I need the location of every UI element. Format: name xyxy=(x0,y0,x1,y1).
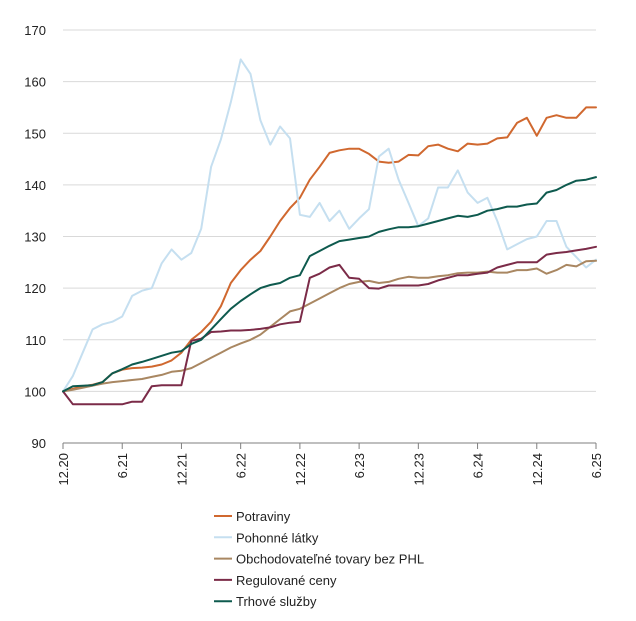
legend-item: Trhové služby xyxy=(214,594,317,609)
series-line-2 xyxy=(62,259,597,393)
x-tick-label: 6.24 xyxy=(471,453,486,478)
legend-label: Obchodovateľné tovary bez PHL xyxy=(236,552,424,567)
y-tick-label: 160 xyxy=(24,75,46,90)
legend-label: Pohonné látky xyxy=(236,530,319,545)
legend-label: Potraviny xyxy=(236,509,291,524)
x-tick-label: 6.22 xyxy=(234,453,249,478)
x-tick-label: 6.21 xyxy=(115,453,130,478)
y-axis-ticks: 90 100 110 120 130 140 150 160 170 xyxy=(24,23,46,451)
x-tick-label: 12.23 xyxy=(411,453,426,486)
legend-label: Regulované ceny xyxy=(236,573,337,588)
series-lines xyxy=(62,58,597,406)
x-tick-label: 12.24 xyxy=(530,453,545,486)
y-tick-label: 90 xyxy=(32,436,46,451)
y-tick-label: 100 xyxy=(24,384,46,399)
series-line-3 xyxy=(62,245,597,406)
legend-item: Regulované ceny xyxy=(214,573,337,588)
series-line-0 xyxy=(62,106,597,393)
x-tick-label: 12.21 xyxy=(174,453,189,486)
y-tick-label: 170 xyxy=(24,23,46,38)
x-tick-label: 12.22 xyxy=(293,453,308,486)
x-tick-label: 6.25 xyxy=(589,453,604,478)
y-tick-label: 110 xyxy=(25,333,46,348)
legend-item: Obchodovateľné tovary bez PHL xyxy=(214,552,424,567)
x-axis: 12.20 6.21 12.21 6.22 12.22 6.23 12.23 6.24 12.2… xyxy=(56,442,604,486)
gridlines xyxy=(63,29,596,392)
legend-item: Pohonné látky xyxy=(214,530,319,545)
legend: Potraviny Pohonné látky Obchodovateľné tov… xyxy=(214,509,424,609)
legend-label: Trhové služby xyxy=(236,594,317,609)
legend-item: Potraviny xyxy=(214,509,291,524)
y-tick-label: 130 xyxy=(24,230,46,245)
series-line-4 xyxy=(62,176,597,393)
series-line-1 xyxy=(62,58,597,393)
y-tick-label: 140 xyxy=(24,178,46,193)
x-tick-label: 6.23 xyxy=(352,453,367,478)
x-tick-label: 12.20 xyxy=(56,453,71,486)
y-tick-label: 150 xyxy=(24,126,46,141)
y-tick-label: 120 xyxy=(24,281,46,296)
